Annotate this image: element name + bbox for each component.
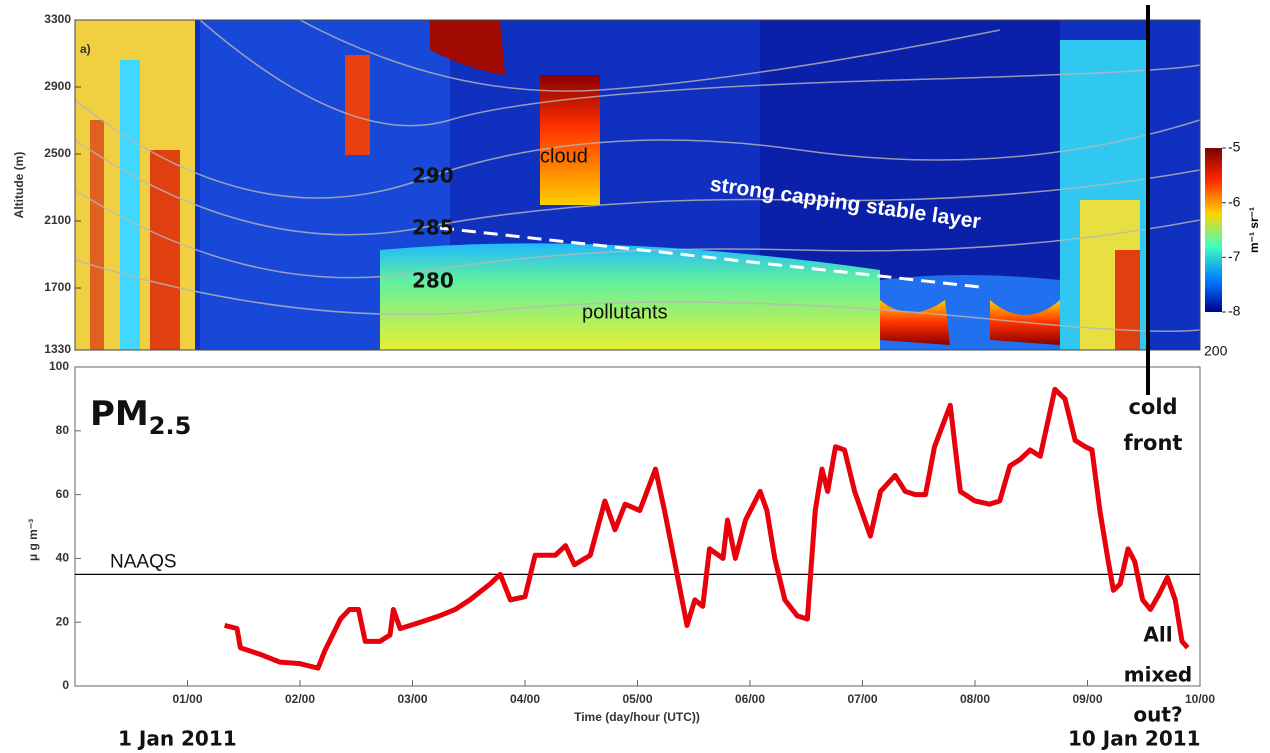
x-tick-label: 07/00 — [847, 692, 877, 706]
y-tick-label: 3300 — [44, 12, 71, 26]
note-label: All — [1143, 623, 1172, 647]
note-label: out? — [1133, 703, 1182, 727]
colorbar-tick-label: -5 — [1228, 139, 1241, 155]
y-tick-label: 40 — [56, 551, 70, 565]
cloud-echo — [345, 55, 370, 155]
cloud-echo — [430, 20, 505, 75]
y-tick-label: 2100 — [44, 213, 71, 227]
cloud-echo — [540, 75, 600, 205]
colorbar-label: m⁻¹ sr⁻¹ — [1247, 207, 1261, 253]
colorbar-tick-label: -6 — [1228, 193, 1241, 209]
contour-label: 285 — [412, 216, 454, 240]
image-region — [90, 120, 104, 350]
x-axis-label: Time (day/hour (UTC)) — [574, 710, 700, 724]
front-label: front — [1124, 431, 1183, 455]
contour-label: 280 — [412, 269, 454, 293]
y-axis-label: Altitude (m) — [12, 152, 26, 219]
image-region — [1115, 250, 1140, 350]
image-region — [150, 150, 180, 350]
y-tick-label: 1700 — [44, 280, 71, 294]
pollutant-layer — [380, 243, 880, 350]
x-tick-label: 01/00 — [172, 692, 202, 706]
x-tick-label: 02/00 — [285, 692, 315, 706]
colorbar — [1205, 148, 1222, 312]
chart-title: PM2.5 — [90, 394, 191, 441]
colorbar-tick-label: -7 — [1228, 248, 1241, 264]
end-date: 10 Jan 2011 — [1068, 727, 1201, 751]
y-tick-label: 80 — [56, 423, 70, 437]
panel-label: a) — [80, 42, 91, 56]
bottom-frame — [74, 366, 1201, 687]
y-tick-label: 60 — [56, 487, 70, 501]
contour-label: 290 — [412, 164, 454, 188]
pollutants-label: pollutants — [582, 301, 668, 323]
x-tick-label: 04/00 — [510, 692, 540, 706]
backscatter-image — [75, 20, 1200, 350]
top-frame — [74, 19, 1201, 351]
x-tick-label: 06/00 — [735, 692, 765, 706]
y-tick-label: 2900 — [44, 79, 71, 93]
y-tick-label: 0 — [62, 678, 69, 692]
colorbar-tick-label: -8 — [1228, 303, 1241, 319]
corner-label: 200 — [1204, 343, 1228, 359]
x-tick-label: 08/00 — [960, 692, 990, 706]
y-axis-label: μ g m⁻³ — [26, 519, 40, 561]
reference-label: NAAQS — [110, 551, 177, 572]
y-tick-label: 100 — [49, 359, 69, 373]
cloud-label: cloud — [540, 145, 588, 167]
x-tick-label: 03/00 — [397, 692, 427, 706]
pm25-line — [224, 386, 1190, 671]
x-tick-label: 09/00 — [1072, 692, 1102, 706]
y-tick-label: 2500 — [44, 146, 71, 160]
stable-layer-top — [439, 226, 981, 289]
x-tick-label: 10/00 — [1185, 692, 1215, 706]
title-main: PM — [90, 394, 149, 434]
y-tick-label: 20 — [56, 614, 70, 628]
note-label: mixed — [1124, 663, 1192, 687]
x-tick-label: 05/00 — [622, 692, 652, 706]
front-label: cold — [1128, 395, 1177, 419]
start-date: 1 Jan 2011 — [118, 727, 237, 751]
y-tick-label: 1330 — [44, 342, 71, 356]
image-region — [120, 60, 140, 350]
title-subscript: 2.5 — [149, 412, 192, 440]
